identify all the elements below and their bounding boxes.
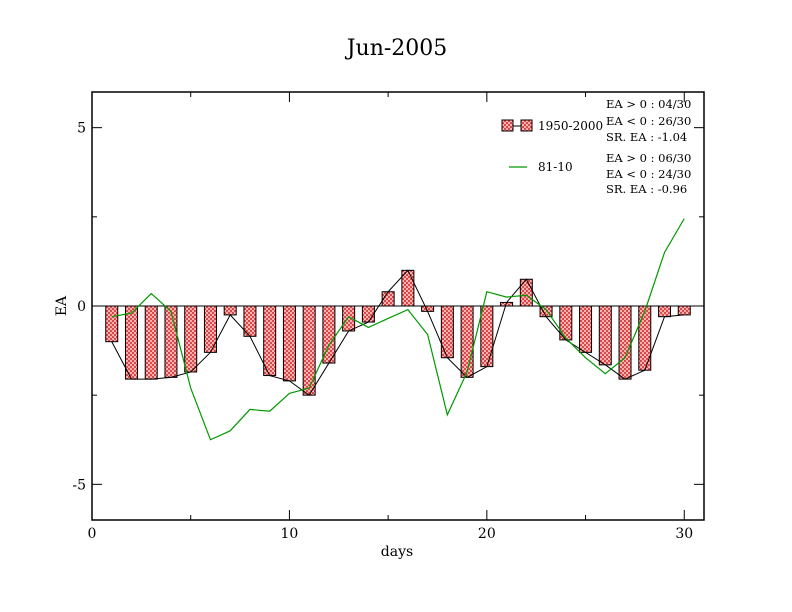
bar-day-11 (302, 305, 316, 396)
bar-day-10 (282, 305, 296, 382)
bar-day-26 (598, 305, 612, 366)
legend: 1950-2000 81-10 EA > 0 : 04/30 EA < 0 : … (501, 97, 691, 196)
bar-day-19 (460, 305, 474, 378)
legend-label-1950-2000: 1950-2000 (538, 119, 603, 133)
bar-day-14 (361, 305, 375, 323)
legend-swatch-bar-left (501, 119, 514, 132)
bar-series-1950-2000 (105, 269, 691, 396)
bar-series-connector-line (111, 269, 685, 396)
stats-81-10-positive: EA > 0 : 06/30 (606, 151, 691, 165)
x-ticks: 0 10 20 30 (88, 92, 693, 542)
stats-1950-2000-positive: EA > 0 : 04/30 (606, 97, 691, 111)
stats-1950-2000-sum: SR. EA : -1.04 (606, 130, 687, 144)
bar-day-27 (618, 305, 632, 380)
legend-swatch-bar-right (520, 119, 533, 132)
legend-label-81-10: 81-10 (538, 160, 573, 174)
bar-day-18 (440, 305, 454, 359)
bar-day-3 (144, 305, 158, 380)
y-tick-label--5: -5 (72, 477, 86, 493)
bar-day-25 (579, 305, 593, 353)
y-tick-label-0: 0 (77, 299, 86, 315)
bar-day-28 (638, 305, 652, 371)
line-series-81-10 (111, 218, 685, 441)
x-tick-label-10: 10 (281, 526, 299, 542)
bar-day-4 (164, 305, 178, 378)
x-tick-label-20: 20 (478, 526, 496, 542)
bar-day-5 (184, 305, 198, 373)
bar-day-1 (105, 305, 119, 343)
bar-day-2 (124, 305, 138, 380)
bar-day-9 (263, 305, 277, 377)
x-tick-label-30: 30 (675, 526, 693, 542)
bar-day-7 (223, 305, 237, 316)
y-tick-label-5: 5 (77, 121, 86, 137)
stats-81-10-sum: SR. EA : -0.96 (606, 182, 687, 196)
stats-81-10-negative: EA < 0 : 24/30 (606, 167, 691, 181)
chart-title: Jun-2005 (345, 36, 448, 61)
bar-day-30 (677, 305, 691, 316)
bar-day-16 (401, 269, 415, 307)
stats-1950-2000-negative: EA < 0 : 26/30 (606, 114, 691, 128)
x-tick-label-0: 0 (88, 526, 97, 542)
bar-day-29 (658, 305, 672, 318)
x-axis-label: days (381, 544, 413, 560)
bar-day-20 (480, 305, 494, 368)
bar-day-22 (519, 278, 533, 307)
y-axis-label: EA (54, 295, 70, 316)
